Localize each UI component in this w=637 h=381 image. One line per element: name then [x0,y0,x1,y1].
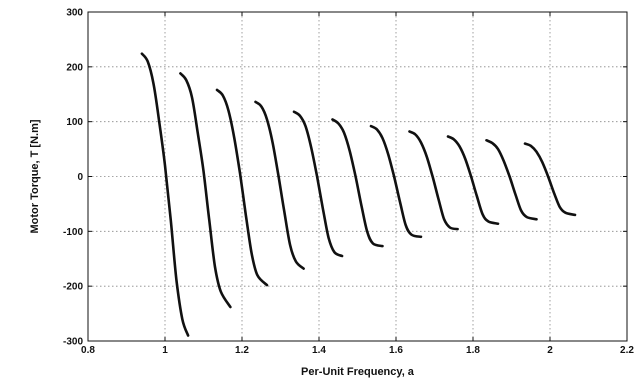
x-tick-label: 2.2 [620,345,634,356]
torque-curve-9 [446,135,500,225]
y-tick-label: 200 [66,62,83,73]
plot-area [140,52,577,337]
torque-curve-10 [485,139,538,221]
y-axis: -300 -200 -100 0 100 200 300 [63,8,627,348]
x-axis-label: Per-Unit Frequency, a [301,366,415,378]
y-tick-label: -100 [63,227,83,238]
torque-curve-2 [179,72,232,309]
x-tick-label: 1.4 [312,345,326,356]
torque-curve-7 [369,124,423,239]
x-axis: 0.8 1 1.2 1.4 1.6 1.8 2 2.2 [81,12,634,356]
y-tick-label: -200 [63,282,83,293]
torque-curve-8 [408,130,459,231]
y-tick-label: -300 [63,337,83,348]
x-tick-label: 0.8 [81,345,95,356]
x-tick-label: 1.8 [466,345,480,356]
y-tick-label: 300 [66,8,83,19]
y-axis-label: Motor Torque, T [N.m] [29,119,41,233]
y-tick-label: 100 [66,117,83,128]
grid [88,12,627,341]
torque-curve-6 [331,118,384,248]
torque-curve-3 [215,88,269,287]
torque-curve-11 [523,142,577,217]
x-tick-label: 1 [162,345,168,356]
torque-curve-4 [254,100,305,270]
torque-curve-1 [140,52,190,337]
x-tick-label: 1.2 [235,345,249,356]
x-tick-label: 1.6 [389,345,403,356]
torque-curve-5 [292,110,344,258]
x-tick-label: 2 [547,345,553,356]
y-tick-label: 0 [77,172,83,183]
